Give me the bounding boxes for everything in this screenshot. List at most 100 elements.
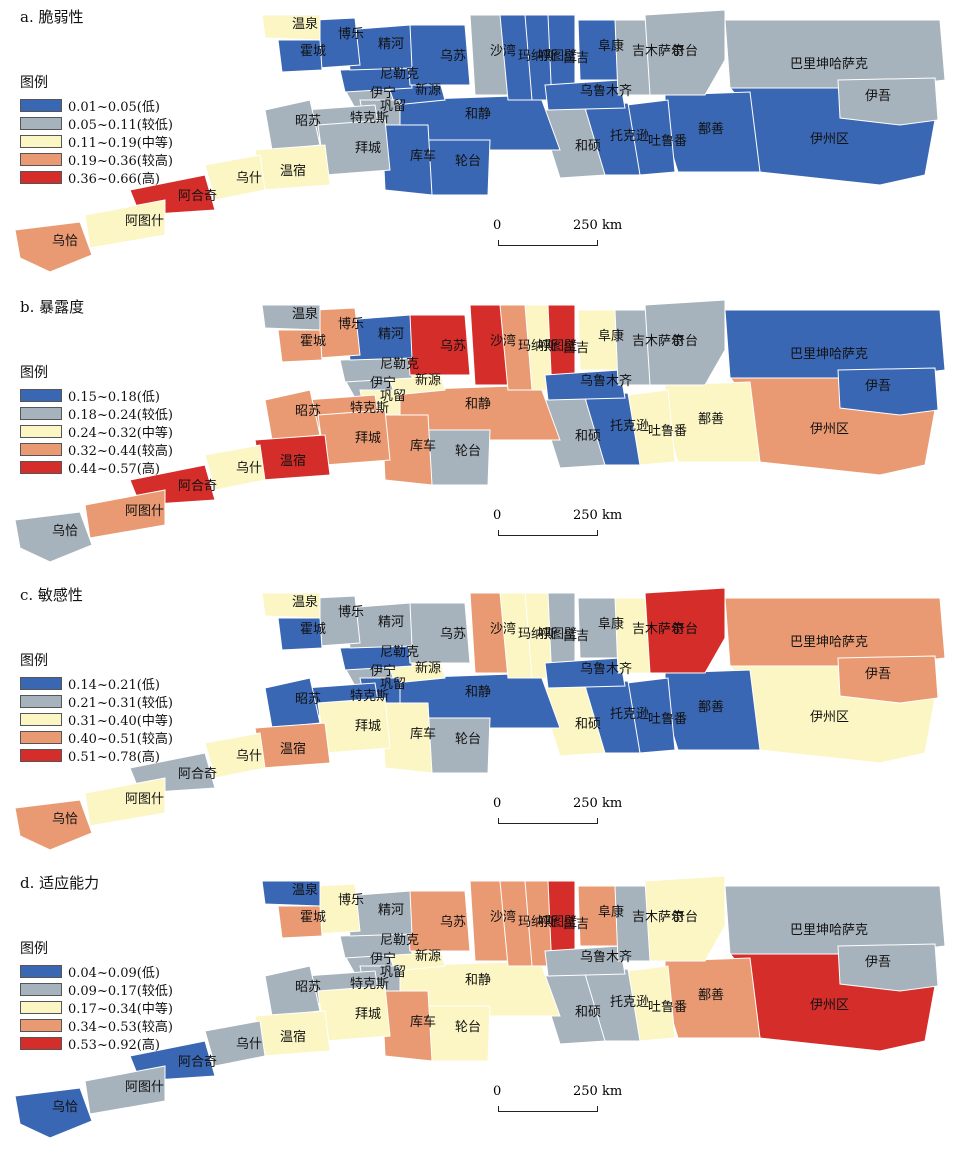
place-label-精河: 精河: [378, 37, 404, 52]
legend-label: 0.53~0.92(高): [68, 1037, 160, 1053]
legend-label: 0.09~0.17(较低): [68, 983, 173, 999]
region-伊吾: [837, 943, 939, 992]
place-label-乌什: 乌什: [236, 1036, 262, 1052]
place-label-伊州区: 伊州区: [810, 422, 849, 437]
place-label-温宿: 温宿: [280, 1029, 306, 1045]
place-label-霍城: 霍城: [300, 334, 326, 349]
place-label-巩留: 巩留: [380, 99, 406, 114]
place-label-伊州区: 伊州区: [810, 998, 849, 1013]
place-label-尼勒克: 尼勒克: [380, 357, 419, 372]
legend-label: 0.40~0.51(较高): [68, 731, 173, 747]
legend-label: 0.11~0.19(中等): [68, 135, 173, 151]
place-label-博乐: 博乐: [338, 317, 364, 332]
place-label-阿图什: 阿图什: [125, 214, 164, 229]
place-label-霍城: 霍城: [300, 622, 326, 637]
place-label-新源: 新源: [415, 82, 441, 98]
place-label-昌吉: 昌吉: [563, 341, 589, 356]
region-霍城: [277, 617, 323, 651]
legend-item: 0.36~0.66(高): [20, 168, 173, 187]
place-label-轮台: 轮台: [455, 154, 481, 169]
place-label-博乐: 博乐: [338, 27, 364, 42]
place-label-乌恰: 乌恰: [52, 1099, 78, 1115]
legend-item: 0.24~0.32(中等): [20, 422, 173, 441]
scale-zero: 0: [493, 796, 502, 811]
legend-swatch: [20, 1000, 62, 1014]
panel-d: 伊州区 鄯善 吐鲁番 托克逊 和硕 和静 新源 伊宁 巩留 特克斯 昭苏 尼勒克 轮台 库车 拜城 温宿 乌什阿…: [0, 866, 953, 1151]
legend-item: 0.14~0.21(低): [20, 674, 173, 693]
place-label-托克逊: 托克逊: [610, 707, 649, 722]
place-label-伊吾: 伊吾: [865, 89, 891, 104]
place-label-托克逊: 托克逊: [610, 419, 649, 434]
place-label-昭苏: 昭苏: [295, 113, 321, 129]
panel-b: 伊州区 鄯善 吐鲁番 托克逊 和硕 和静 新源 伊宁 巩留 特克斯 昭苏 尼勒克 轮台 库车 拜城 温宿 乌什阿…: [0, 290, 953, 575]
place-label-吉木萨尔: 吉木萨尔: [632, 622, 684, 637]
region-乌什: [204, 444, 266, 491]
place-label-托克逊: 托克逊: [610, 995, 649, 1010]
place-label-伊州区: 伊州区: [810, 132, 849, 147]
scale-max: 250 km: [573, 218, 623, 233]
legend-item: 0.04~0.09(低): [20, 962, 173, 981]
place-label-博乐: 博乐: [338, 605, 364, 620]
legend-item: 0.01~0.05(低): [20, 96, 173, 115]
legend-label: 0.04~0.09(低): [68, 965, 160, 981]
place-label-伊宁: 伊宁: [370, 951, 396, 967]
place-label-吉木萨尔: 吉木萨尔: [632, 44, 684, 59]
place-label-博乐: 博乐: [338, 893, 364, 908]
place-label-库车: 库车: [410, 148, 436, 164]
region-霍城: [277, 329, 323, 363]
place-label-拜城: 拜城: [355, 141, 381, 156]
region-阿图什: [84, 489, 166, 539]
legend-swatch: [20, 748, 62, 762]
place-label-库车: 库车: [410, 726, 436, 742]
place-label-尼勒克: 尼勒克: [380, 67, 419, 82]
place-label-玛纳斯: 玛纳斯: [518, 339, 557, 354]
place-label-霍城: 霍城: [300, 44, 326, 59]
legend-label: 0.15~0.18(低): [68, 389, 160, 405]
legend-item: 0.32~0.44(较高): [20, 440, 173, 459]
legend-swatch: [20, 982, 62, 996]
scale-line: [498, 530, 598, 536]
place-label-托克逊: 托克逊: [610, 129, 649, 144]
legend-title-d: 图例: [20, 941, 48, 957]
place-label-伊宁: 伊宁: [370, 375, 396, 391]
place-label-沙湾: 沙湾: [490, 909, 516, 925]
place-label-乌什: 乌什: [236, 460, 262, 476]
place-label-和硕: 和硕: [575, 139, 601, 154]
place-label-拜城: 拜城: [355, 719, 381, 734]
place-label-奇台: 奇台: [672, 621, 698, 637]
place-label-和硕: 和硕: [575, 429, 601, 444]
place-label-巩留: 巩留: [380, 677, 406, 692]
legend-item: 0.17~0.34(中等): [20, 998, 173, 1017]
place-label-拜城: 拜城: [355, 1007, 381, 1022]
scale-max: 250 km: [573, 508, 623, 523]
region-乌恰: [14, 1087, 93, 1139]
legend-item: 0.11~0.19(中等): [20, 132, 173, 151]
legend-item: 0.34~0.53(较高): [20, 1016, 173, 1035]
region-乌恰: [14, 511, 93, 563]
place-label-鄯善: 鄯善: [698, 121, 724, 137]
legend-swatch: [20, 730, 62, 744]
place-label-阿图什: 阿图什: [125, 792, 164, 807]
region-霍城: [277, 905, 323, 939]
place-label-吉木萨尔: 吉木萨尔: [632, 910, 684, 925]
region-阿图什: [84, 777, 166, 827]
place-label-温泉: 温泉: [292, 882, 318, 898]
place-label-阿合奇: 阿合奇: [178, 188, 217, 204]
place-label-鄯善: 鄯善: [698, 411, 724, 427]
panel-title-c: c. 敏感性: [20, 586, 83, 604]
legend-label: 0.51~0.78(高): [68, 749, 160, 765]
region-阿图什: [84, 199, 166, 249]
place-label-阿合奇: 阿合奇: [178, 478, 217, 494]
place-label-和硕: 和硕: [575, 717, 601, 732]
region-伊吾: [837, 367, 939, 416]
place-label-玛纳斯: 玛纳斯: [518, 627, 557, 642]
place-label-新源: 新源: [415, 948, 441, 964]
legend-swatch: [20, 170, 62, 184]
place-label-和硕: 和硕: [575, 1005, 601, 1020]
region-伊吾: [837, 655, 939, 704]
place-label-呼图壁: 呼图壁: [538, 339, 577, 354]
place-label-库车: 库车: [410, 1014, 436, 1030]
scalebar-d: 0 250 km: [493, 1084, 633, 1114]
